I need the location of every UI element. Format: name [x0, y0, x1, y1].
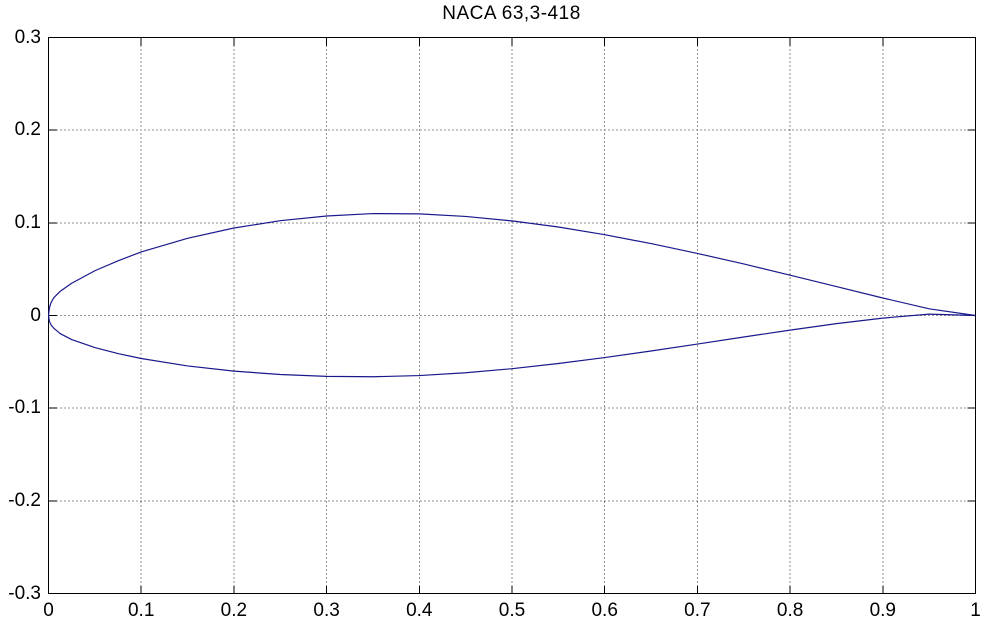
x-tick-label: 0.7 — [684, 600, 711, 621]
y-tick-label: -0.1 — [8, 397, 41, 419]
x-tick-label: 0.3 — [313, 600, 340, 621]
y-tick-label: 0.1 — [14, 211, 41, 233]
y-tick-label: 0 — [30, 304, 41, 326]
airfoil-lower-surface — [48, 313, 976, 378]
y-tick-label: 0.2 — [14, 119, 41, 141]
x-tick-label: 0.9 — [869, 600, 897, 621]
y-tick-label: -0.3 — [8, 582, 41, 604]
x-tick-label: 0.4 — [406, 600, 433, 621]
x-tick-label: 0.1 — [127, 600, 155, 621]
x-tick-label: 0 — [43, 600, 54, 621]
chart-title: NACA 63,3-418 — [442, 3, 581, 24]
y-tick-label: 0.3 — [14, 26, 41, 48]
airfoil-upper-surface — [48, 212, 976, 317]
x-tick-label: 0.6 — [591, 600, 618, 621]
x-tick-label: 0.2 — [220, 600, 248, 621]
x-tick-label: 0.5 — [498, 600, 526, 621]
y-tick-label: -0.2 — [8, 489, 41, 511]
x-tick-label: 1 — [970, 600, 981, 621]
plot-area — [48, 37, 976, 594]
x-tick-label: 0.8 — [776, 600, 804, 621]
